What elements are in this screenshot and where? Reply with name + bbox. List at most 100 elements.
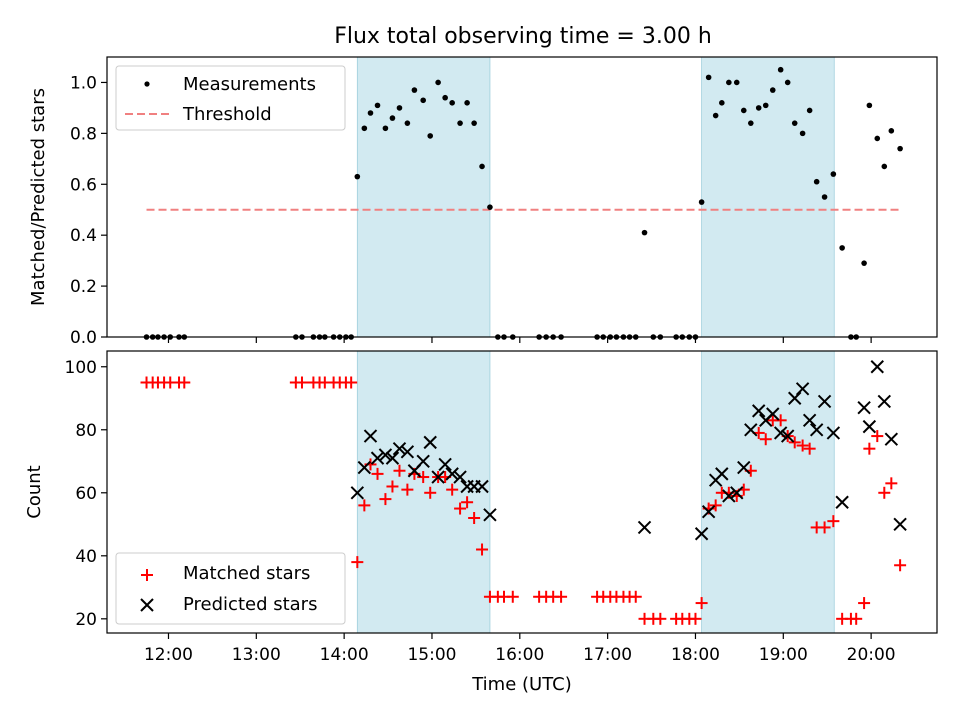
- matched-star-point: [461, 496, 474, 509]
- y-tick-label: 60: [75, 484, 97, 504]
- predicted-star-point: [773, 426, 788, 440]
- y-tick-label: 0.4: [70, 226, 97, 246]
- measurement-point: [821, 194, 828, 200]
- predicted-star-point: [744, 423, 758, 437]
- x-tick-label: 13:00: [232, 645, 281, 665]
- measurement-point: [874, 135, 881, 142]
- threshold-legend-label: Threshold: [182, 104, 272, 125]
- measurement-point: [367, 110, 374, 116]
- predicted-star-point: [766, 407, 780, 421]
- matched-star-point: [796, 439, 809, 452]
- predicted-star-point: [722, 489, 736, 503]
- measurement-point: [487, 204, 493, 210]
- measurement-point: [354, 173, 361, 180]
- matched-star-point: [506, 590, 519, 603]
- bottom-x-axis: 12:00 13:00 14:00 15:00 16:00 17:00 18:00 19:00…: [144, 633, 896, 665]
- y-tick-label: 0.6: [70, 175, 97, 195]
- matched-star-point: [885, 477, 898, 490]
- predicted-star-point: [637, 520, 652, 535]
- predicted-star-point: [701, 504, 716, 519]
- matched-star-point: [468, 511, 481, 524]
- predicted-star-point: [780, 429, 795, 443]
- measurement-point: [726, 79, 732, 86]
- matched-star-point: [424, 486, 437, 499]
- predicted-star-point: [802, 413, 817, 428]
- x-tick-label: 19:00: [759, 645, 808, 665]
- measurement-point: [698, 199, 705, 205]
- predicted-star-point: [715, 467, 729, 481]
- bottom-legend-box: [115, 552, 346, 625]
- top-y-axis-label: Matched/Predicted stars: [28, 88, 49, 306]
- measurement-point: [420, 97, 426, 104]
- predicted-legend-label: Predicted stars: [183, 594, 317, 615]
- matched-star-point: [654, 612, 667, 625]
- measurement-point: [404, 120, 411, 126]
- measurement-point: [762, 102, 769, 109]
- measurement-point: [471, 120, 477, 126]
- predicted-star-point: [730, 486, 744, 500]
- measurement-point: [411, 87, 418, 93]
- measurement-point: [747, 120, 754, 126]
- measurement-point: [839, 245, 845, 251]
- measurement-point: [427, 133, 434, 139]
- predicted-star-point: [877, 394, 892, 409]
- predicted-star-point: [431, 470, 445, 484]
- bottom-panel: 20 40 60 80 100 12:00 13:00 14:00 15:00 16:00 17:…: [24, 350, 938, 695]
- matched-legend-marker: [141, 569, 153, 581]
- x-axis-label: Time (UTC): [471, 674, 572, 695]
- matched-star-point: [709, 499, 722, 512]
- observing-interval: [701, 56, 835, 338]
- x-tick-label: 17:00: [583, 645, 632, 665]
- predicted-star-point: [870, 360, 884, 374]
- matched-star-point: [401, 483, 414, 496]
- x-tick-label: 15:00: [407, 645, 456, 665]
- predicted-star-point: [385, 451, 400, 465]
- matched-star-point: [858, 597, 871, 610]
- matched-star-point: [878, 486, 891, 499]
- matched-star-point: [351, 556, 364, 569]
- predicted-star-point: [884, 432, 899, 446]
- matched-star-point: [695, 597, 708, 610]
- predicted-star-point: [795, 382, 810, 396]
- y-tick-label: 1.0: [70, 73, 97, 93]
- predicted-star-point: [788, 391, 802, 405]
- measurement-point: [641, 229, 648, 236]
- bottom-plot-frame: [106, 350, 938, 634]
- predicted-star-point: [363, 429, 378, 443]
- chart-title: Flux total observing time = 3.00 h: [334, 24, 712, 49]
- x-tick-label: 14:00: [320, 645, 369, 665]
- predicted-star-point: [378, 448, 393, 462]
- y-tick-label: 100: [65, 358, 97, 378]
- matched-star-point: [774, 414, 787, 427]
- top-panel: Flux total observing time = 3.00 h 0.00.…: [28, 24, 938, 348]
- measurement-points: [143, 66, 903, 340]
- measurement-point: [897, 145, 903, 152]
- y-tick-label: 0.2: [70, 277, 97, 297]
- matched-star-point: [759, 433, 772, 446]
- x-tick-label: 18:00: [671, 645, 720, 665]
- measurement-point: [396, 105, 403, 111]
- matched-star-point: [850, 612, 863, 625]
- predicted-legend-marker: [140, 598, 154, 612]
- measurement-point: [464, 100, 470, 106]
- measurement-point: [866, 102, 873, 109]
- matched-star-point: [295, 376, 308, 389]
- matched-star-point: [454, 502, 467, 515]
- predicted-star-point: [350, 486, 365, 500]
- predicted-star-point: [392, 441, 407, 456]
- predicted-star-point: [438, 457, 452, 472]
- matched-star-point: [689, 612, 702, 625]
- measurements-legend-marker: [144, 81, 150, 87]
- matched-star-point: [788, 436, 801, 449]
- measurement-point: [361, 125, 368, 132]
- measurement-point: [888, 128, 895, 134]
- matched-star-point: [178, 376, 191, 389]
- predicted-star-point: [826, 426, 841, 440]
- measurements-legend-label: Measurements: [183, 74, 316, 95]
- x-tick-label: 12:00: [144, 645, 193, 665]
- predicted-star-point: [694, 527, 709, 541]
- matched-legend-label: Matched stars: [183, 563, 310, 584]
- predicted-star-point: [817, 394, 832, 409]
- matched-star-point: [345, 376, 358, 389]
- measurement-point: [881, 163, 888, 170]
